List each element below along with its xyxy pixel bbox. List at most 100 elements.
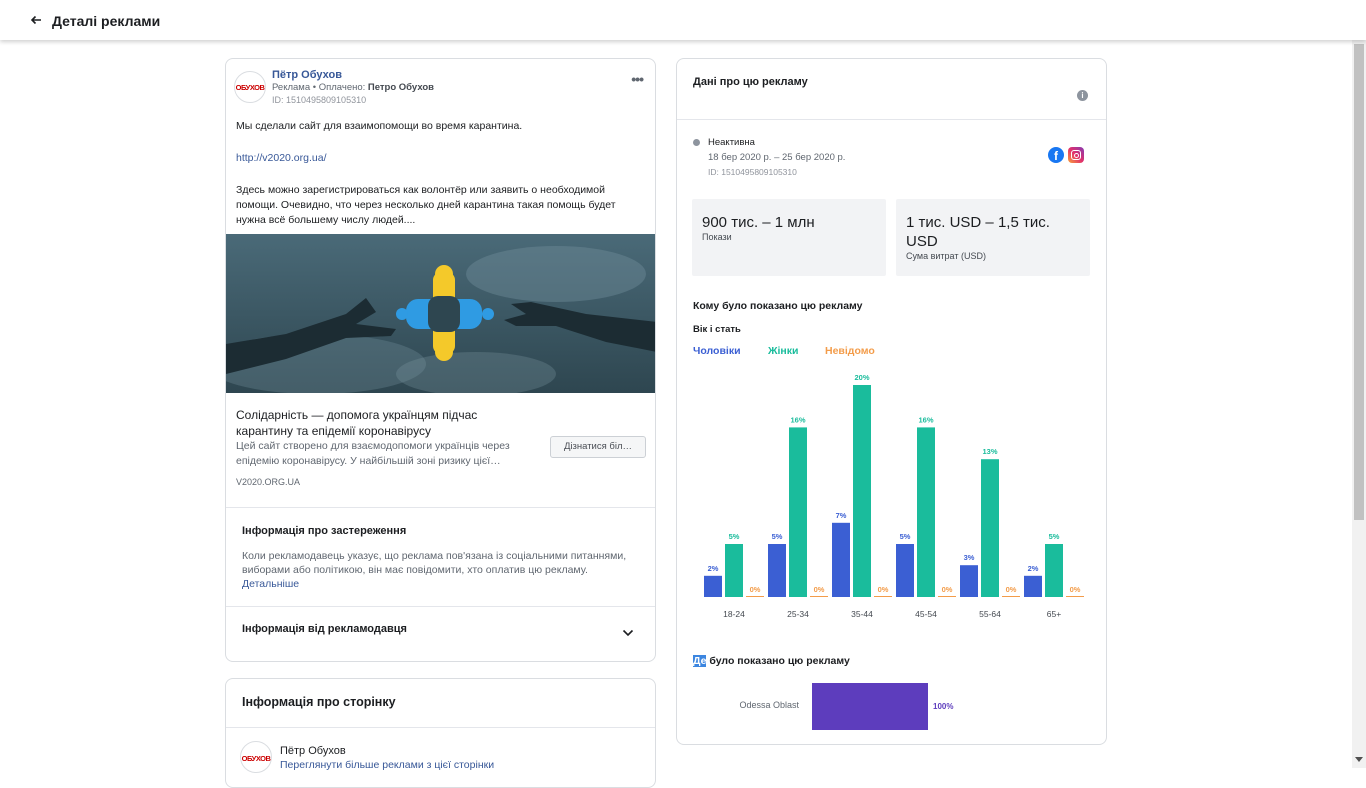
scroll-down-arrow-icon[interactable] (1355, 757, 1363, 762)
age-gender-chart: 2% 5% 0% 18-24 5% 16% 0% 25-34 7% 20% 0% 35-44 5% 16%… (704, 373, 1084, 619)
status-text: Неактивна (708, 137, 755, 148)
chevron-down-icon[interactable] (622, 627, 634, 639)
data-label-35-44-s0: 7% (836, 511, 847, 520)
tick-label-18-24: 18-24 (723, 609, 745, 619)
data-label-65+-s1: 5% (1049, 532, 1060, 541)
ad-info-card: Дані про цю рекламу i Неактивна 18 бер 2… (676, 58, 1107, 745)
data-label-45-54-s0: 5% (900, 532, 911, 541)
data-label-65+-s2: 0% (1070, 585, 1081, 594)
region-percent-label: 100% (933, 702, 954, 711)
regions-title: Де було показано цю рекламу (693, 655, 850, 667)
region-label: Odessa Oblast (739, 700, 799, 710)
bar-25-34-s0 (768, 544, 786, 597)
bar-45-54-s0 (896, 544, 914, 597)
bar-45-54-s1 (917, 427, 935, 597)
page-info-title: Інформація про сторінку (242, 695, 396, 709)
advertiser-name-link[interactable]: Пётр Обухов (272, 69, 342, 81)
region-bar (812, 683, 928, 730)
bar-45-54-s2 (938, 596, 956, 597)
ad-id: ID: 1510495809105310 (272, 95, 367, 105)
data-label-25-34-s0: 5% (772, 532, 783, 541)
spend-value: 1 тис. USD – 1,5 тис. USD (906, 214, 1050, 250)
data-label-18-24-s2: 0% (750, 585, 761, 594)
tick-label-45-54: 45-54 (915, 609, 937, 619)
data-label-18-24-s1: 5% (729, 532, 740, 541)
ad-body-link[interactable]: http://v2020.org.ua/ (236, 152, 327, 164)
scrollbar[interactable] (1352, 40, 1366, 768)
spend-label: Сума витрат (USD) (906, 251, 986, 261)
top-bar: Деталі реклами (0, 0, 1366, 40)
bar-25-34-s2 (810, 596, 828, 597)
ad-body-text: Мы сделали сайт для взаимопомощи во врем… (236, 120, 616, 226)
bar-35-44-s2 (874, 596, 892, 597)
ad-image[interactable] (226, 234, 655, 393)
page-name[interactable]: Пётр Обухов (280, 745, 346, 757)
tick-label-25-34: 25-34 (787, 609, 809, 619)
info-icon[interactable]: i (1077, 90, 1088, 101)
bar-65+-s0 (1024, 575, 1042, 597)
ad-preview-card: ОБУХОВ Пётр Обухов Реклама • Оплачено: П… (225, 58, 656, 662)
spend-box: 1 тис. USD – 1,5 тис. USD Сума витрат (U… (896, 199, 1090, 276)
link-domain: V2020.ORG.UA (236, 477, 301, 487)
link-title[interactable]: Солідарність — допомога українцям підчас… (236, 408, 478, 438)
legend-women[interactable]: Жінки (768, 345, 799, 357)
data-label-55-64-s2: 0% (1006, 585, 1017, 594)
page-info-card: Інформація про сторінку ОБУХОВ Пётр Обух… (225, 678, 656, 788)
page-avatar[interactable]: ОБУХОВ (240, 741, 272, 773)
data-label-65+-s0: 2% (1028, 564, 1039, 573)
data-label-35-44-s2: 0% (878, 585, 889, 594)
more-options-icon[interactable]: ••• (631, 71, 644, 87)
impressions-box: 900 тис. – 1 млн Покази (692, 199, 886, 276)
data-label-45-54-s1: 16% (918, 415, 933, 424)
legend-men[interactable]: Чоловіки (693, 345, 741, 357)
data-label-25-34-s2: 0% (814, 585, 825, 594)
tick-label-55-64: 55-64 (979, 609, 1001, 619)
data-label-55-64-s1: 13% (982, 447, 997, 456)
advertiser-avatar[interactable]: ОБУХОВ (234, 71, 266, 103)
divider (226, 507, 655, 508)
page-title: Деталі реклами (52, 13, 161, 29)
tick-label-65+: 65+ (1047, 609, 1061, 619)
learn-more-button[interactable]: Дізнатися біл… (550, 436, 646, 458)
ad-image-illustration (226, 234, 655, 393)
facebook-icon: f (1048, 147, 1064, 163)
bar-18-24-s2 (746, 596, 764, 597)
status-dot-icon (693, 139, 700, 146)
ad-sponsor-line: Реклама • Оплачено: Петро Обухов (272, 82, 435, 93)
impressions-label: Покази (702, 232, 732, 242)
data-label-25-34-s1: 16% (790, 415, 805, 424)
legend-unknown[interactable]: Невідомо (825, 345, 875, 357)
run-dates: 18 бер 2020 р. – 25 бер 2020 р. (708, 152, 846, 163)
divider (677, 119, 1106, 120)
ad-id: ID: 1510495809105310 (708, 167, 797, 177)
bar-55-64-s2 (1002, 596, 1020, 597)
bar-35-44-s1 (853, 385, 871, 597)
arrow-left-icon[interactable] (28, 12, 44, 28)
data-label-55-64-s0: 3% (964, 553, 975, 562)
disclaimer-title: Інформація про застереження (242, 525, 407, 537)
bar-18-24-s0 (704, 575, 722, 597)
bar-55-64-s1 (981, 459, 999, 597)
instagram-icon (1068, 147, 1084, 163)
ad-info-title: Дані про цю рекламу (693, 76, 808, 88)
scroll-thumb[interactable] (1354, 44, 1364, 520)
see-more-ads-link[interactable]: Переглянути більше реклами з цієї сторін… (280, 759, 495, 771)
bar-35-44-s0 (832, 522, 850, 597)
data-label-45-54-s2: 0% (942, 585, 953, 594)
impressions-value: 900 тис. – 1 млн (702, 214, 815, 231)
advertiser-info-title[interactable]: Інформація від рекламодавця (242, 623, 407, 635)
learn-more-link[interactable]: Детальніше (242, 578, 300, 590)
bar-65+-s2 (1066, 596, 1084, 597)
data-label-35-44-s1: 20% (854, 373, 869, 382)
disclaimer-text: Коли рекламодавець указує, що реклама по… (242, 550, 627, 590)
tick-label-35-44: 35-44 (851, 609, 873, 619)
divider (226, 727, 655, 728)
bar-18-24-s1 (725, 544, 743, 597)
audience-title: Кому було показано цю рекламу (693, 300, 863, 312)
link-description: Цей сайт створено для взаємодопомоги укр… (236, 440, 510, 467)
bar-25-34-s1 (789, 427, 807, 597)
bar-55-64-s0 (960, 565, 978, 597)
divider (226, 606, 655, 607)
bar-65+-s1 (1045, 544, 1063, 597)
data-label-18-24-s0: 2% (708, 564, 719, 573)
